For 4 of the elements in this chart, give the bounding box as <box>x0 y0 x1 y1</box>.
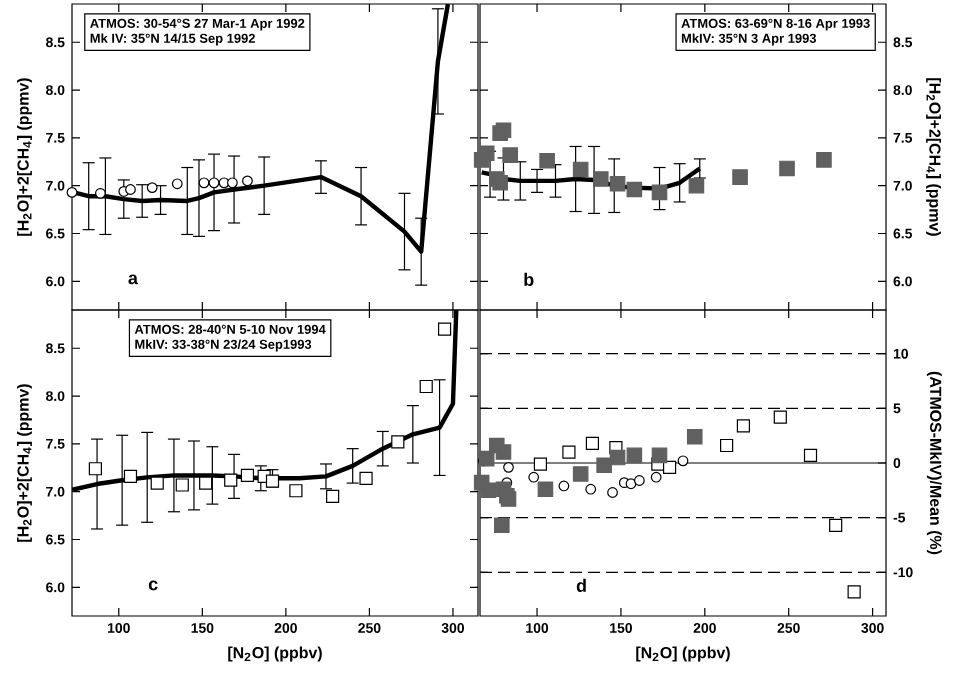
annotation: d <box>576 578 586 592</box>
annotation: a <box>128 274 139 285</box>
annotation: b <box>524 272 534 286</box>
annotation: c <box>148 580 158 591</box>
